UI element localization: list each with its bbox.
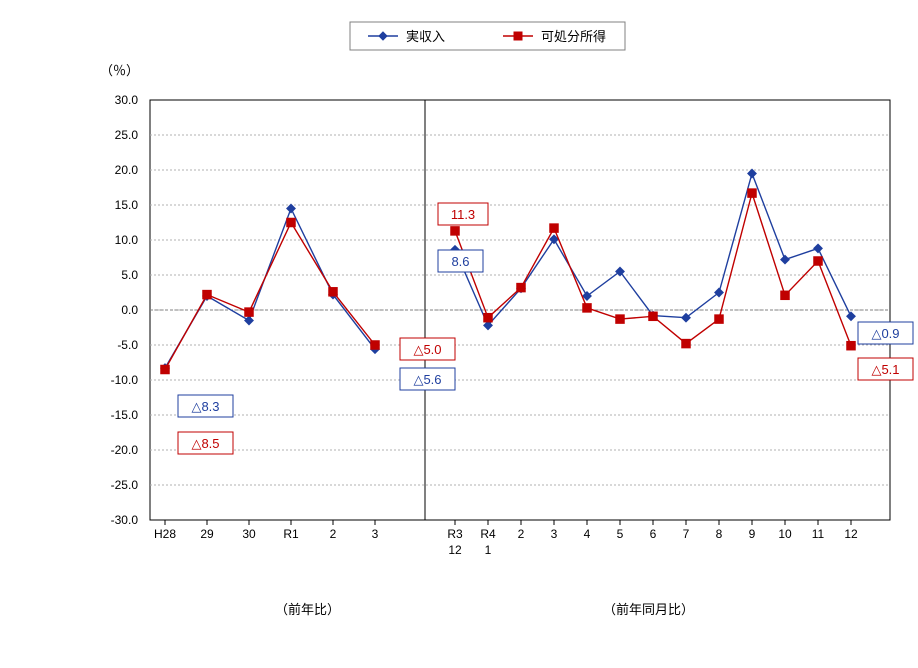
x-tick-label: 30 bbox=[242, 527, 256, 541]
y-tick-label: 30.0 bbox=[115, 93, 139, 107]
y-tick-label: -30.0 bbox=[111, 513, 139, 527]
x-tick-label: 4 bbox=[584, 527, 591, 541]
x-tick-label: R4 bbox=[480, 527, 496, 541]
y-tick-label: 25.0 bbox=[115, 128, 139, 142]
x-tick-label: 10 bbox=[778, 527, 792, 541]
x-tick-label: H28 bbox=[154, 527, 176, 541]
x-tick-label: 7 bbox=[683, 527, 690, 541]
y-tick-label: 20.0 bbox=[115, 163, 139, 177]
x-tick-label: 8 bbox=[716, 527, 723, 541]
panel-label-right: （前年同月比） bbox=[603, 602, 694, 617]
x-tick-label: R1 bbox=[283, 527, 299, 541]
y-tick-label: -10.0 bbox=[111, 373, 139, 387]
callout-text: △0.9 bbox=[871, 326, 899, 341]
x-tick-label-2: 1 bbox=[485, 543, 492, 557]
callout-text: △8.3 bbox=[191, 399, 219, 414]
y-unit-label: （％） bbox=[100, 63, 139, 78]
x-tick-label: R3 bbox=[447, 527, 463, 541]
callout-text: 11.3 bbox=[451, 207, 475, 222]
callout-text: 8.6 bbox=[451, 254, 469, 269]
callout-text: △5.0 bbox=[413, 342, 441, 357]
callout-text: △5.6 bbox=[413, 372, 441, 387]
y-tick-label: 10.0 bbox=[115, 233, 139, 247]
y-tick-label: -5.0 bbox=[117, 338, 138, 352]
x-tick-label: 6 bbox=[650, 527, 657, 541]
legend-label: 実収入 bbox=[406, 29, 445, 44]
x-tick-label: 3 bbox=[551, 527, 558, 541]
y-tick-label: -20.0 bbox=[111, 443, 139, 457]
x-tick-label: 9 bbox=[749, 527, 756, 541]
y-tick-label: 5.0 bbox=[121, 268, 138, 282]
x-tick-label: 2 bbox=[518, 527, 525, 541]
y-tick-label: -25.0 bbox=[111, 478, 139, 492]
callout-text: △8.5 bbox=[191, 436, 219, 451]
x-tick-label: 5 bbox=[617, 527, 624, 541]
income-chart: -30.0 -25.0 -20.0 -15.0 -10.0 -5.0 0.0 5.0 10.0 1… bbox=[0, 0, 918, 668]
panel-label-left: （前年比） bbox=[275, 602, 340, 617]
legend-label: 可処分所得 bbox=[541, 29, 606, 44]
x-tick-label: 29 bbox=[200, 527, 214, 541]
x-tick-label: 3 bbox=[372, 527, 379, 541]
y-tick-label: -15.0 bbox=[111, 408, 139, 422]
y-tick-label: 0.0 bbox=[121, 303, 138, 317]
y-tick-label: 15.0 bbox=[115, 198, 139, 212]
x-tick-label: 2 bbox=[330, 527, 337, 541]
x-tick-label-2: 12 bbox=[448, 543, 462, 557]
x-tick-label: 11 bbox=[812, 527, 825, 541]
x-tick-label: 12 bbox=[844, 527, 858, 541]
callout-text: △5.1 bbox=[871, 362, 899, 377]
